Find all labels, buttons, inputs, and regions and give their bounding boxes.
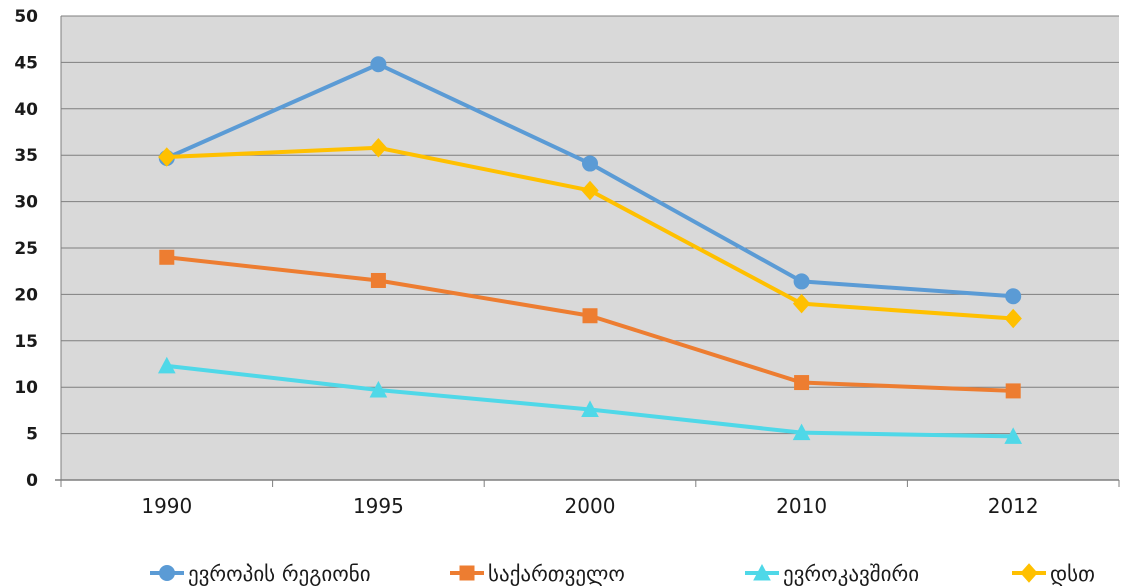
series-0 <box>158 56 1022 305</box>
data-point <box>370 272 386 288</box>
x-tick-label: 1990 <box>141 494 192 518</box>
legend-swatch-marker <box>159 565 175 581</box>
y-tick-label: 0 <box>26 471 38 491</box>
data-point <box>370 56 387 73</box>
data-point <box>1005 383 1021 399</box>
data-point <box>582 308 598 324</box>
x-tick-label: 2012 <box>988 494 1039 518</box>
y-tick-label: 10 <box>14 378 38 398</box>
legend-item: ევროპის რეგიონი <box>150 562 371 586</box>
legend-item: ევროკავშირი <box>745 562 919 586</box>
axes: 0 5 10 15 20 25 30 35 40 45 50 1990 1995 2000 2010 2012 <box>14 7 1120 518</box>
legend-label: დსთ <box>1050 562 1095 586</box>
y-tick-label: 40 <box>14 100 38 120</box>
series-3 <box>158 138 1022 329</box>
data-point <box>1004 308 1022 329</box>
series-lines <box>157 56 1023 444</box>
legend: ევროპის რეგიონი საქართველო ევროკავშირი დსთ <box>150 562 1095 586</box>
data-point <box>582 155 598 172</box>
legend-swatch-marker <box>753 563 771 581</box>
y-tick-label: 5 <box>26 425 38 445</box>
data-point <box>1004 427 1023 444</box>
x-tick-label: 2010 <box>776 494 827 518</box>
data-point <box>793 273 810 290</box>
x-tick-label: 1995 <box>353 494 404 518</box>
y-tick-label: 15 <box>14 332 38 352</box>
data-point <box>157 356 176 374</box>
series-1 <box>159 249 1021 399</box>
series-2 <box>157 356 1023 444</box>
y-tick-label: 25 <box>14 239 38 259</box>
data-point <box>369 138 388 158</box>
data-point <box>794 375 810 391</box>
y-tick-label: 45 <box>14 53 38 73</box>
data-point <box>1005 288 1022 305</box>
x-tick-label: 2000 <box>565 494 616 518</box>
data-point <box>792 423 811 441</box>
legend-label: ევროპის რეგიონი <box>188 562 371 586</box>
y-tick-label: 30 <box>14 193 38 213</box>
legend-label: საქართველო <box>488 562 625 586</box>
data-point <box>369 380 388 398</box>
y-tick-label: 50 <box>14 7 38 27</box>
legend-label: ევროკავშირი <box>783 562 919 586</box>
data-point <box>581 180 599 201</box>
legend-swatch-marker <box>1020 563 1038 583</box>
data-point <box>581 400 599 417</box>
data-point <box>792 293 811 314</box>
legend-item: დსთ <box>1012 562 1095 586</box>
y-tick-label: 35 <box>14 146 38 166</box>
legend-swatch-marker <box>459 565 475 581</box>
gridlines <box>61 15 1119 435</box>
y-tick-label: 20 <box>14 285 38 305</box>
data-point <box>159 249 175 265</box>
data-point <box>158 147 176 167</box>
legend-item: საქართველო <box>450 562 625 586</box>
